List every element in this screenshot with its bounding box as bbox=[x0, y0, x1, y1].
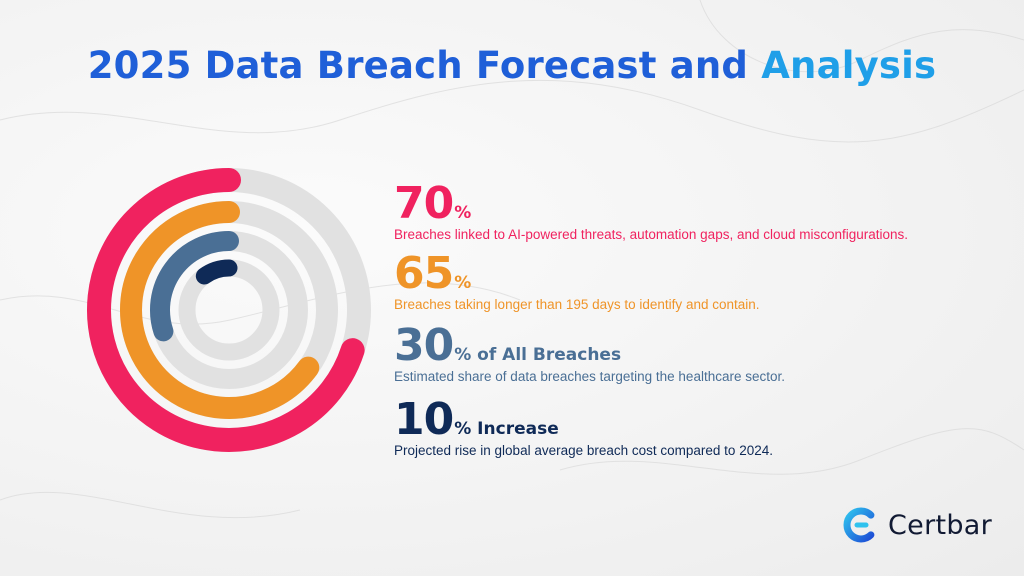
stat-suffix: % Increase bbox=[454, 419, 559, 439]
stat-value: 70 bbox=[394, 178, 454, 229]
stat-value: 10 bbox=[394, 394, 454, 445]
stat-headline: 30% of All Breaches bbox=[394, 324, 785, 368]
stat-description: Breaches linked to AI-powered threats, a… bbox=[394, 227, 909, 242]
page-title: 2025 Data Breach Forecast and Analysis bbox=[0, 44, 1024, 87]
stat-value: 65 bbox=[394, 248, 454, 299]
stat-suffix: % bbox=[454, 203, 472, 223]
stat-block-4: 10% Increase Projected rise in global av… bbox=[394, 398, 773, 459]
stat-description: Estimated share of data breaches targeti… bbox=[394, 369, 785, 384]
stat-suffix: % of All Breaches bbox=[454, 345, 622, 365]
logo-name: Certbar bbox=[888, 509, 993, 541]
stat-value: 30 bbox=[394, 320, 454, 371]
stat-block-2: 65% Breaches taking longer than 195 days… bbox=[394, 252, 760, 313]
stat-headline: 65% bbox=[394, 252, 760, 296]
stat-block-1: 70% Breaches linked to AI-powered threat… bbox=[394, 182, 909, 243]
certbar-c-logo-icon bbox=[843, 507, 875, 543]
stat-headline: 70% bbox=[394, 182, 908, 226]
stat-headline: 10% Increase bbox=[394, 398, 773, 442]
stat-description: Projected rise in global average breach … bbox=[394, 443, 773, 458]
ring-bar-2 bbox=[120, 201, 320, 419]
stat-block-3: 30% of All Breaches Estimated share of d… bbox=[394, 324, 785, 385]
ring-bar-4 bbox=[195, 259, 238, 285]
ring-bar-1 bbox=[87, 168, 365, 452]
certbar-logo: Certbar bbox=[842, 506, 992, 544]
radial-bar-chart bbox=[87, 168, 371, 452]
ring-bar-3 bbox=[150, 231, 239, 342]
title-main-text: 2025 Data Breach Forecast and bbox=[87, 44, 762, 87]
title-accent-text: Analysis bbox=[761, 44, 937, 87]
stat-description: Breaches taking longer than 195 days to … bbox=[394, 297, 760, 312]
stat-suffix: % bbox=[454, 273, 472, 293]
